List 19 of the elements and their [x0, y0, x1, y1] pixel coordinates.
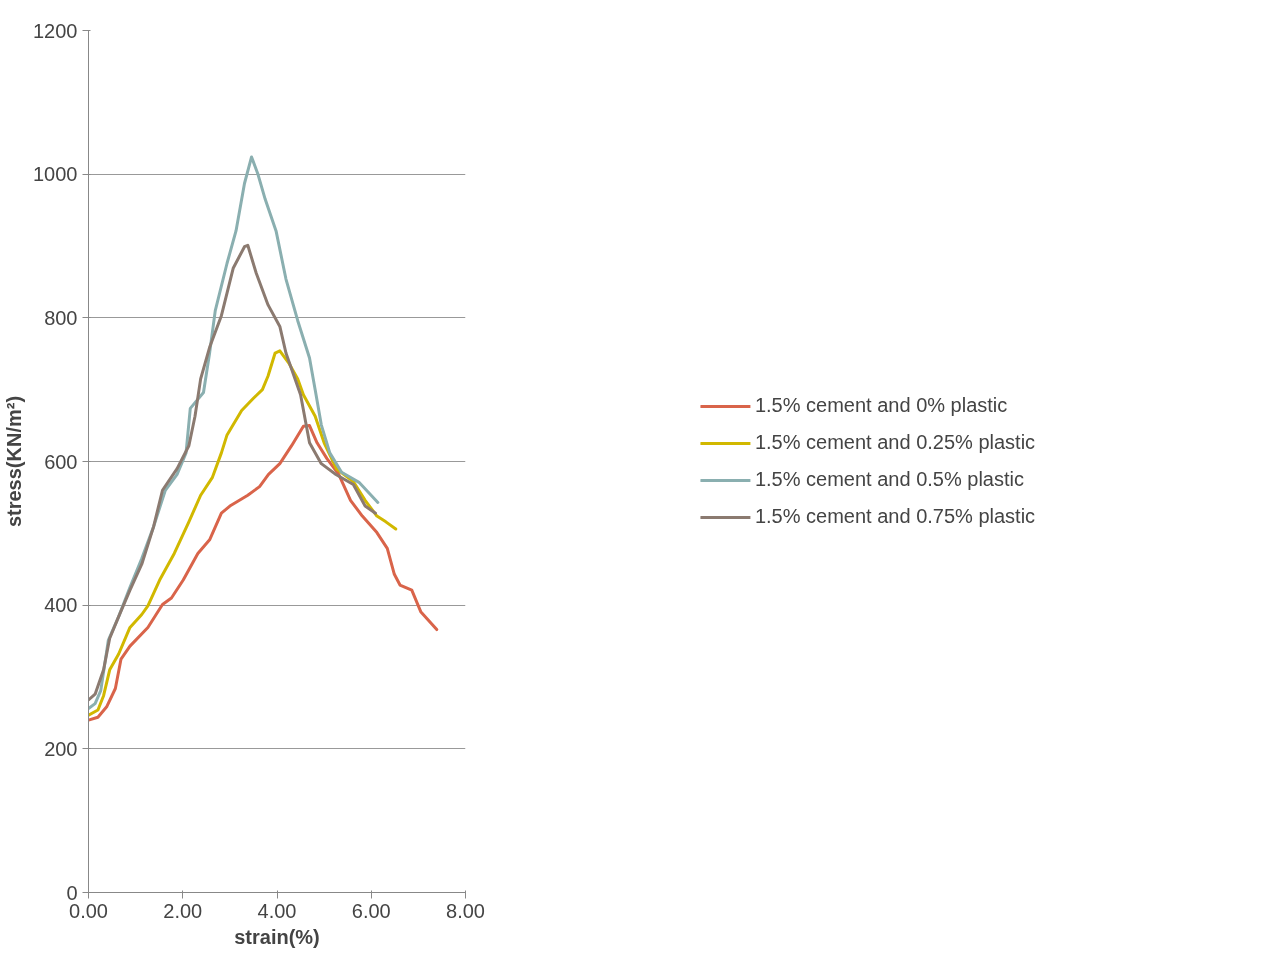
line-series: [88, 424, 439, 722]
x-axis-title: strain(%): [234, 925, 320, 948]
y-tick-label: 200: [44, 737, 78, 760]
y-tick-label: 600: [44, 450, 78, 473]
line-series: [88, 243, 377, 702]
legend-label: 1.5% cement and 0.75% plastic: [754, 505, 1036, 528]
legend-label: 1.5% cement and 0.25% plastic: [754, 431, 1036, 454]
line-series: [88, 349, 398, 717]
y-tick-label: 400: [44, 594, 78, 617]
x-tick-label: 4.00: [257, 899, 297, 922]
x-tick-label: 6.00: [351, 899, 391, 922]
x-tick-label: 8.00: [446, 899, 485, 922]
y-tick-label: 1000: [33, 163, 78, 186]
x-tick-label: 2.00: [163, 899, 203, 922]
y-axis-title: stress(KN/m²): [3, 395, 26, 528]
legend-label: 1.5% cement and 0.5% plastic: [754, 468, 1024, 491]
legend-label: 1.5% cement and 0% plastic: [754, 394, 1008, 417]
y-tick-label: 800: [44, 306, 78, 329]
y-tick-label: 1200: [33, 19, 78, 42]
